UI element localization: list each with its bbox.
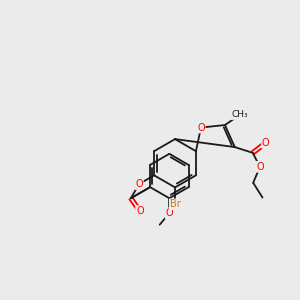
- Text: Br: Br: [170, 199, 180, 209]
- Text: CH₃: CH₃: [232, 110, 248, 119]
- Text: O: O: [197, 123, 205, 133]
- Text: O: O: [135, 179, 143, 189]
- Text: O: O: [166, 208, 173, 218]
- Text: O: O: [262, 138, 270, 148]
- Text: O: O: [256, 162, 264, 172]
- Text: O: O: [136, 206, 144, 216]
